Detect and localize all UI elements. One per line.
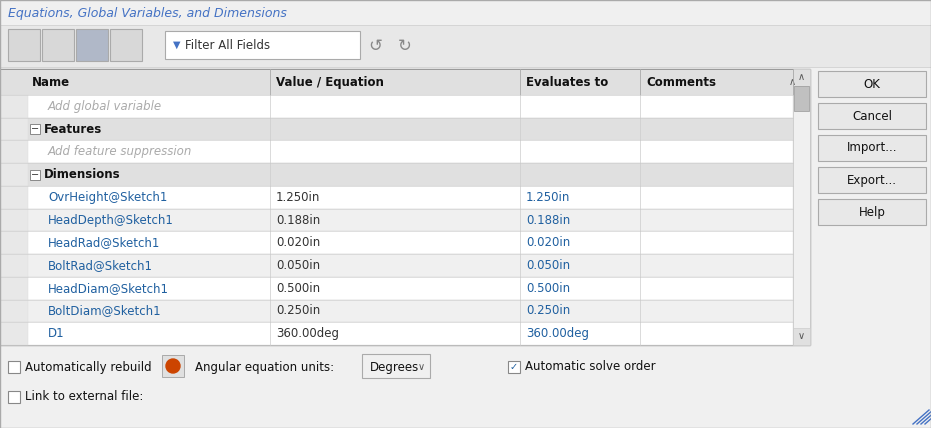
Text: Dimensions: Dimensions	[44, 168, 121, 181]
Text: Add feature suppression: Add feature suppression	[48, 146, 193, 158]
Text: ∧: ∧	[798, 72, 805, 82]
Text: Import...: Import...	[847, 142, 897, 155]
Text: 0.250in: 0.250in	[526, 304, 571, 318]
Bar	[0, 277, 793, 300]
Bar	[0, 208, 793, 232]
Bar	[793, 328, 810, 345]
Bar	[0, 300, 793, 322]
Text: Automatic solve order: Automatic solve order	[525, 360, 655, 374]
Bar	[818, 167, 926, 193]
Bar	[0, 0, 931, 25]
Bar	[8, 391, 20, 403]
Bar	[818, 135, 926, 161]
Text: Add global variable: Add global variable	[48, 100, 162, 113]
Bar	[0, 69, 810, 95]
Text: 0.188in: 0.188in	[276, 214, 320, 226]
Text: OK: OK	[864, 77, 881, 90]
Text: HeadDepth@Sketch1: HeadDepth@Sketch1	[48, 214, 174, 226]
Text: Degrees: Degrees	[370, 360, 419, 374]
Text: 0.050in: 0.050in	[526, 259, 570, 272]
Bar	[0, 254, 793, 277]
Text: −: −	[31, 124, 39, 134]
Bar	[0, 95, 28, 118]
Text: Features: Features	[44, 122, 102, 136]
Text: Automatically rebuild: Automatically rebuild	[25, 360, 152, 374]
Bar	[0, 322, 793, 345]
Bar	[0, 140, 28, 163]
Bar	[818, 199, 926, 225]
Bar	[818, 103, 926, 129]
Text: −: −	[31, 169, 39, 179]
Bar	[162, 355, 184, 377]
Text: ✓: ✓	[510, 362, 519, 372]
Text: Filter All Fields: Filter All Fields	[185, 39, 270, 51]
Text: 0.250in: 0.250in	[276, 304, 320, 318]
Bar	[0, 300, 28, 322]
Text: 360.00deg: 360.00deg	[526, 327, 589, 340]
Text: Equations, Global Variables, and Dimensions: Equations, Global Variables, and Dimensi…	[8, 6, 287, 20]
Text: ▼: ▼	[173, 40, 181, 50]
Text: ↻: ↻	[398, 37, 412, 55]
Bar	[0, 118, 793, 140]
Bar	[0, 95, 793, 118]
Text: 0.050in: 0.050in	[276, 259, 320, 272]
Text: Name: Name	[32, 75, 70, 89]
Text: Angular equation units:: Angular equation units:	[195, 360, 334, 374]
Bar	[793, 69, 810, 345]
Text: Help: Help	[858, 205, 885, 219]
Text: Cancel: Cancel	[852, 110, 892, 122]
Bar	[0, 118, 28, 140]
Text: HeadDiam@Sketch1: HeadDiam@Sketch1	[48, 282, 169, 295]
Text: ∧: ∧	[789, 77, 796, 87]
Bar	[0, 163, 793, 186]
Bar	[8, 29, 40, 61]
Bar	[110, 29, 142, 61]
Bar	[0, 25, 931, 67]
Bar	[818, 71, 926, 97]
Bar	[362, 354, 430, 378]
Text: Comments: Comments	[646, 75, 716, 89]
Bar	[0, 69, 810, 345]
Text: 0.020in: 0.020in	[276, 236, 320, 249]
Text: ↺: ↺	[368, 37, 382, 55]
Text: 0.500in: 0.500in	[526, 282, 570, 295]
Bar	[30, 124, 40, 134]
Text: 1.250in: 1.250in	[276, 191, 320, 204]
Text: 1.250in: 1.250in	[526, 191, 571, 204]
Bar	[0, 254, 28, 277]
Bar	[8, 361, 20, 373]
Bar	[0, 277, 28, 300]
Text: Value / Equation: Value / Equation	[276, 75, 384, 89]
Text: ∨: ∨	[798, 331, 805, 341]
Bar	[0, 232, 28, 254]
Bar	[0, 163, 28, 186]
Bar	[30, 169, 40, 179]
Text: HeadRad@Sketch1: HeadRad@Sketch1	[48, 236, 160, 249]
Circle shape	[166, 359, 180, 373]
Bar	[165, 31, 360, 59]
Text: D1: D1	[48, 327, 64, 340]
Text: Evaluates to: Evaluates to	[526, 75, 608, 89]
Bar	[76, 29, 108, 61]
Bar	[0, 186, 28, 208]
Text: 0.500in: 0.500in	[276, 282, 320, 295]
Bar	[0, 232, 793, 254]
Text: BoltRad@Sketch1: BoltRad@Sketch1	[48, 259, 153, 272]
Text: ∨: ∨	[418, 362, 425, 372]
Text: 0.020in: 0.020in	[526, 236, 571, 249]
Bar	[0, 208, 28, 232]
Text: 0.188in: 0.188in	[526, 214, 571, 226]
Text: OvrHeight@Sketch1: OvrHeight@Sketch1	[48, 191, 168, 204]
Bar	[508, 361, 520, 373]
Text: Export...: Export...	[847, 173, 897, 187]
Bar	[0, 322, 28, 345]
Text: 360.00deg: 360.00deg	[276, 327, 339, 340]
Text: BoltDiam@Sketch1: BoltDiam@Sketch1	[48, 304, 162, 318]
Text: Link to external file:: Link to external file:	[25, 390, 143, 404]
Bar	[794, 86, 809, 111]
Bar	[0, 140, 793, 163]
Bar	[0, 186, 793, 208]
Bar	[42, 29, 74, 61]
Bar	[793, 69, 810, 86]
